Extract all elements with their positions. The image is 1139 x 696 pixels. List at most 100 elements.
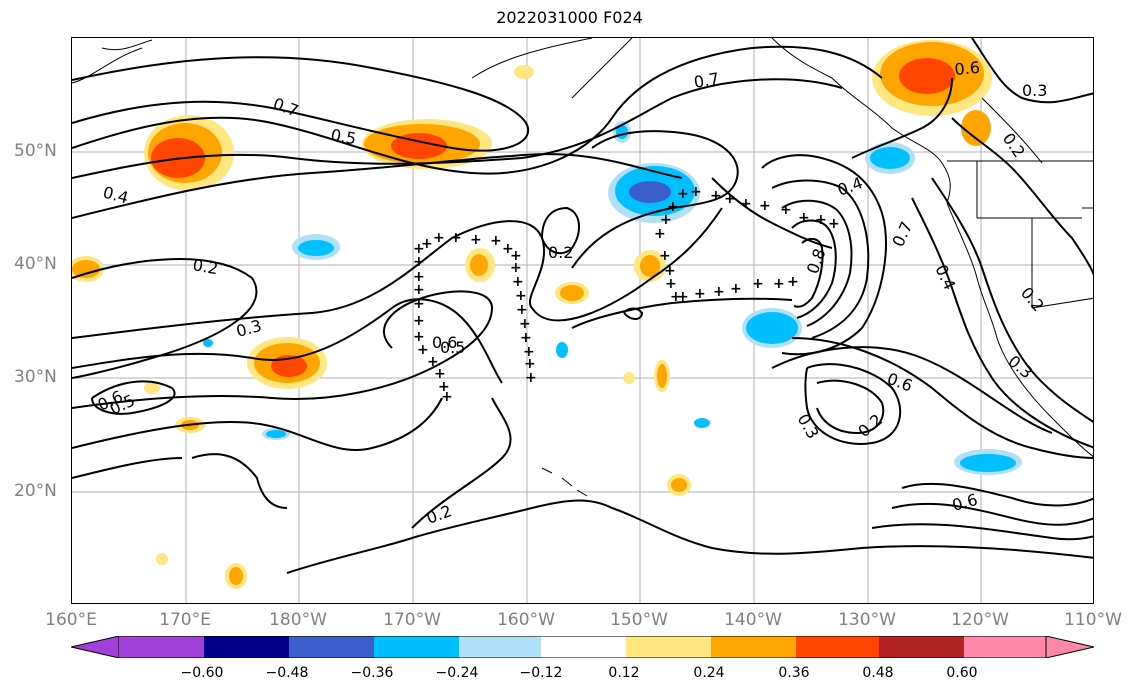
svg-text:+: + xyxy=(694,286,706,302)
svg-text:+: + xyxy=(519,316,531,332)
svg-text:+: + xyxy=(450,230,462,246)
svg-text:+: + xyxy=(515,288,527,304)
svg-text:+: + xyxy=(787,274,799,290)
svg-text:+: + xyxy=(434,366,446,382)
svg-text:+: + xyxy=(421,236,433,252)
svg-text:+: + xyxy=(490,233,502,249)
svg-text:+: + xyxy=(433,230,445,246)
contour-label: 0.4 xyxy=(931,262,959,293)
colorbar-tick-label: 0.24 xyxy=(693,665,725,681)
svg-text:+: + xyxy=(713,284,725,300)
svg-text:+: + xyxy=(441,389,453,405)
svg-text:+: + xyxy=(665,276,677,292)
y-tick-label: 20°N xyxy=(14,481,57,501)
shade-negative xyxy=(556,342,568,358)
colorbar-tick-label: −0.24 xyxy=(435,665,479,681)
svg-text:+: + xyxy=(427,354,439,370)
svg-text:+: + xyxy=(660,212,672,228)
shade-negative xyxy=(694,418,710,428)
contour-label: 0.2 xyxy=(854,410,886,441)
coastlines xyxy=(72,38,1093,497)
colorbar-tick-label: 0.12 xyxy=(608,665,640,681)
svg-text:+: + xyxy=(438,379,450,395)
svg-text:+: + xyxy=(690,184,702,200)
svg-text:+: + xyxy=(798,210,810,226)
contour-lines xyxy=(72,38,1093,574)
contour-label: 0.2 xyxy=(1017,283,1048,315)
svg-text:+: + xyxy=(516,302,528,318)
svg-text:+: + xyxy=(413,269,425,285)
svg-text:+: + xyxy=(710,188,722,204)
contour-label: 0.7 xyxy=(271,94,301,121)
colorbar-tick-label: −0.12 xyxy=(519,665,563,681)
contour-label: 0.2 xyxy=(999,129,1029,161)
svg-text:+: + xyxy=(470,232,482,248)
svg-text:+: + xyxy=(413,329,425,345)
contour-label: 0.7 xyxy=(888,219,916,250)
colorbar-tick-label: −0.48 xyxy=(265,665,309,681)
map-title: 2022031000 F024 xyxy=(496,8,643,27)
contour-label: 0.3 xyxy=(794,411,823,443)
svg-text:+: + xyxy=(670,289,682,305)
svg-text:+: + xyxy=(512,274,524,290)
svg-text:+: + xyxy=(828,216,840,232)
contour-label: 0.3 xyxy=(1022,81,1047,100)
shaded-anomalies xyxy=(72,40,1022,589)
colorbar-tick-label: 0.48 xyxy=(862,665,894,681)
significance-markers: ++ + + + + ++ +++++++++++ +++++++++ ++++ + + + + +… xyxy=(413,184,840,405)
y-tick-label: 30°N xyxy=(14,367,57,387)
colorbar-tick-label: −0.60 xyxy=(180,665,224,681)
x-tick-label: 170°W xyxy=(383,610,441,630)
svg-text:+: + xyxy=(510,248,522,264)
contour-label: 0.2 xyxy=(548,243,573,262)
y-tick-label: 40°N xyxy=(14,254,57,274)
contour-label: 0.6 xyxy=(954,58,981,79)
x-tick-label: 150°W xyxy=(610,610,668,630)
svg-text:+: + xyxy=(815,212,827,228)
x-tick-label: 120°W xyxy=(951,610,1009,630)
colorbar-tick-label: 0.60 xyxy=(946,665,978,681)
svg-text:+: + xyxy=(724,191,736,207)
map-panel: 0.7 0.5 0.4 0.7 0.6 0.3 0.2 0.2 0.3 0.6 … xyxy=(71,37,1094,604)
x-tick-label: 140°W xyxy=(724,610,782,630)
svg-text:+: + xyxy=(730,281,742,297)
x-tick-label: 160°E xyxy=(45,610,97,630)
svg-text:+: + xyxy=(413,282,425,298)
svg-text:+: + xyxy=(413,296,425,312)
svg-text:+: + xyxy=(523,344,535,360)
colorbar-tick-label: 0.36 xyxy=(778,665,810,681)
svg-text:+: + xyxy=(773,276,785,292)
svg-text:+: + xyxy=(667,199,679,215)
x-tick-label: 110°W xyxy=(1064,610,1122,630)
svg-text:+: + xyxy=(677,186,689,202)
x-tick-label: 180°W xyxy=(269,610,327,630)
contour-label: 0.4 xyxy=(101,183,131,208)
svg-text:+: + xyxy=(413,254,425,270)
svg-text:+: + xyxy=(502,241,514,257)
svg-text:+: + xyxy=(677,289,689,305)
svg-text:+: + xyxy=(417,342,429,358)
colorbar-tick-label: −0.36 xyxy=(350,665,394,681)
svg-text:+: + xyxy=(740,196,752,212)
svg-text:+: + xyxy=(664,263,676,279)
colorbar xyxy=(71,636,1094,658)
contour-label: 0.8 xyxy=(803,246,830,276)
y-tick-label: 50°N xyxy=(14,141,57,161)
svg-text:+: + xyxy=(413,241,425,257)
svg-text:+: + xyxy=(413,313,425,329)
svg-text:+: + xyxy=(659,248,671,264)
svg-text:+: + xyxy=(510,260,522,276)
contour-label: 0.2 xyxy=(191,255,219,278)
svg-text:+: + xyxy=(520,330,532,346)
svg-text:+: + xyxy=(654,226,666,242)
svg-text:+: + xyxy=(780,202,792,218)
contour-label: 0.7 xyxy=(692,69,720,92)
x-tick-label: 130°W xyxy=(838,610,896,630)
contour-label: 0.2 xyxy=(424,501,454,528)
contour-label: 0.5 xyxy=(329,125,357,148)
contour-label: 0.6 xyxy=(432,333,457,352)
contour-label: 0.6 xyxy=(950,490,980,515)
x-tick-label: 160°W xyxy=(497,610,555,630)
svg-text:+: + xyxy=(759,198,771,214)
forecast-map-svg: 0.7 0.5 0.4 0.7 0.6 0.3 0.2 0.2 0.3 0.6 … xyxy=(72,38,1093,603)
